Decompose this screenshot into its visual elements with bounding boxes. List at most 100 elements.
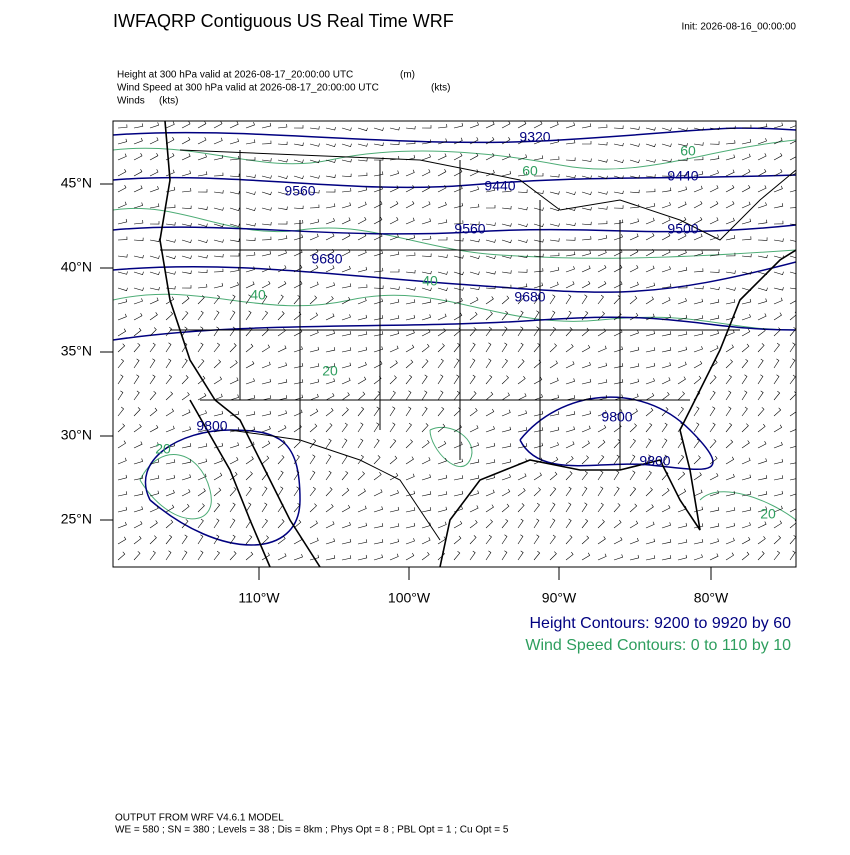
barb: [117, 406, 125, 417]
barb: [661, 127, 672, 131]
barb: [757, 475, 768, 481]
barb: [261, 327, 270, 337]
barb: [197, 189, 208, 193]
barb: [133, 521, 143, 529]
barb: [565, 281, 575, 289]
barb: [677, 143, 688, 147]
barb: [117, 313, 127, 321]
barb: [341, 555, 352, 561]
barb: [469, 238, 480, 243]
barb: [581, 486, 588, 497]
barb: [357, 284, 368, 289]
barb: [645, 159, 656, 163]
barb: [149, 238, 160, 242]
barb: [197, 206, 208, 210]
wind-contour-label: 60: [522, 163, 538, 179]
barb: [645, 248, 655, 257]
barb: [501, 518, 509, 529]
lon-label: 100°W: [388, 590, 431, 606]
barb: [293, 519, 302, 529]
barb: [661, 187, 672, 193]
barb: [565, 251, 576, 257]
barb: [373, 489, 383, 497]
barb: [453, 550, 461, 561]
barb: [341, 127, 352, 131]
barb: [549, 377, 559, 385]
barb: [277, 410, 287, 417]
barb: [165, 271, 176, 275]
barb: [229, 191, 240, 195]
barb: [757, 153, 767, 161]
barb: [341, 314, 351, 321]
barb: [469, 169, 479, 177]
barb: [309, 346, 320, 353]
barb: [133, 255, 144, 259]
barb: [517, 342, 524, 353]
barb: [453, 152, 463, 161]
barb: [261, 191, 272, 196]
barb: [373, 472, 382, 481]
barb: [597, 191, 608, 195]
barb: [181, 270, 192, 274]
barb: [117, 184, 127, 193]
barb: [197, 410, 207, 417]
barb: [213, 534, 220, 545]
barb: [629, 454, 636, 465]
barb: [197, 342, 204, 353]
barb: [149, 203, 160, 209]
barb: [501, 550, 508, 561]
barb: [277, 502, 284, 513]
barb: [277, 536, 286, 545]
barb: [165, 408, 175, 417]
barb: [181, 426, 191, 433]
barb: [197, 358, 205, 369]
barb: [661, 347, 672, 353]
barb: [677, 314, 688, 321]
barb: [741, 253, 752, 258]
barb: [725, 201, 735, 209]
barb: [693, 539, 704, 545]
barb: [517, 458, 527, 465]
barb: [357, 438, 364, 449]
barb: [757, 254, 768, 259]
barb: [661, 471, 669, 481]
barb: [213, 427, 224, 433]
barb: [181, 205, 192, 210]
barb: [373, 375, 382, 385]
barb: [581, 123, 592, 129]
barb: [469, 505, 479, 513]
barb: [437, 551, 445, 561]
barb: [677, 297, 687, 305]
barb: [149, 550, 156, 561]
height-contour-label: 9680: [514, 289, 545, 305]
barb: [341, 377, 351, 385]
barb: [293, 249, 303, 257]
barb: [629, 312, 639, 321]
barb: [325, 248, 335, 257]
barb: [197, 326, 204, 337]
barb: [725, 359, 733, 369]
barb: [757, 358, 764, 369]
height-legend: Height Contours: 9200 to 9920 by 60: [529, 615, 791, 632]
barb: [245, 441, 255, 449]
barb: [773, 441, 783, 449]
barb: [245, 191, 256, 195]
barb: [213, 410, 224, 417]
barb: [709, 345, 719, 353]
barb: [197, 550, 204, 561]
barb: [677, 172, 688, 177]
barb: [517, 171, 528, 177]
barb: [149, 122, 159, 129]
barb: [197, 171, 208, 177]
barb: [549, 156, 560, 161]
barb: [229, 487, 237, 497]
barb: [677, 127, 688, 131]
barb: [421, 125, 432, 129]
wind-contour-label: 40: [250, 287, 266, 303]
barb: [725, 507, 736, 513]
barb: [261, 361, 271, 369]
barb: [341, 331, 352, 337]
barb: [309, 329, 319, 337]
barb: [789, 429, 796, 433]
